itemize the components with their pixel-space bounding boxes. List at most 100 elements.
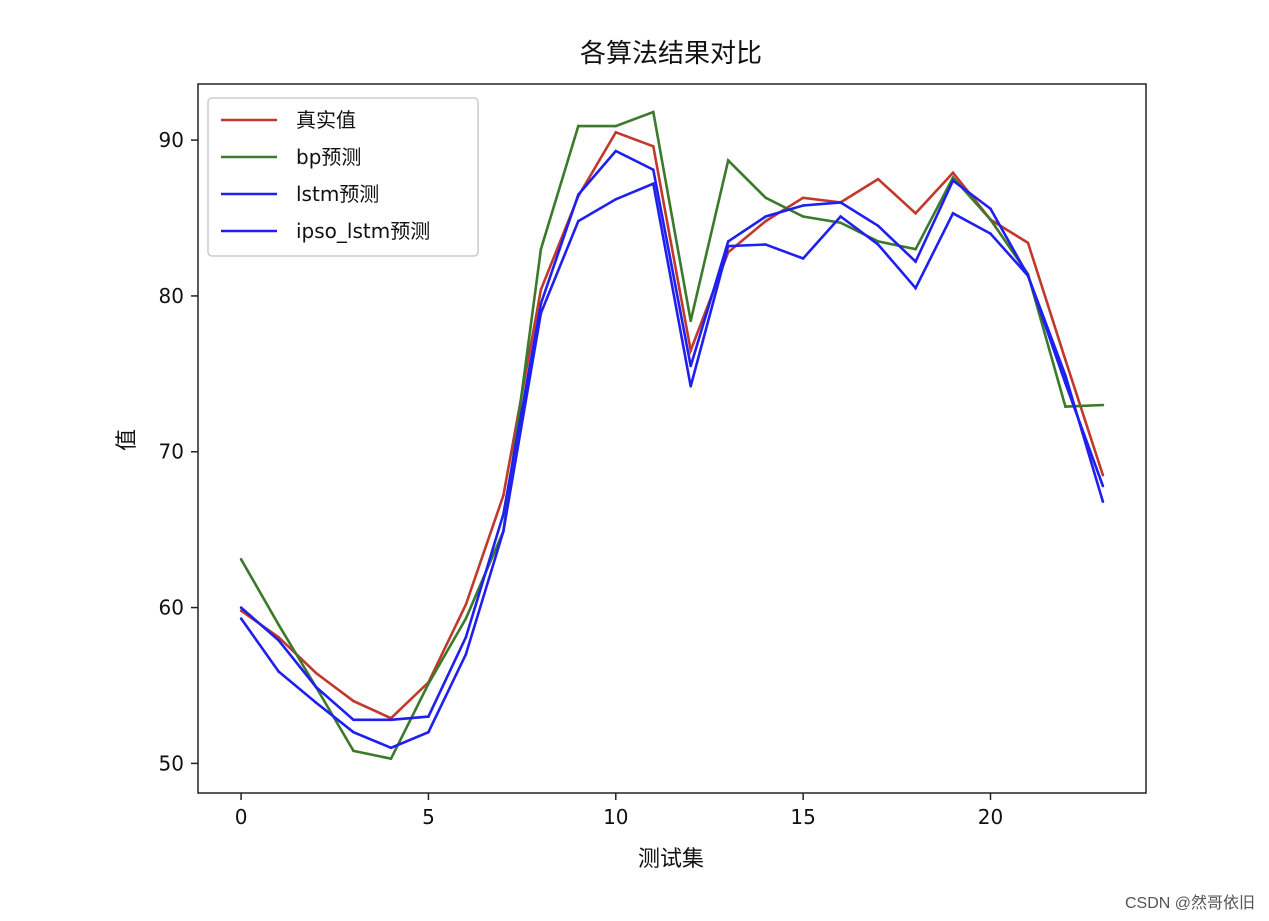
chart-title: 各算法结果对比	[580, 39, 762, 69]
data-point	[689, 319, 692, 323]
data-point	[801, 215, 805, 218]
data-point	[839, 201, 842, 204]
data-point	[914, 212, 917, 215]
data-point	[239, 609, 243, 612]
data-point	[1101, 473, 1105, 477]
data-point	[614, 149, 618, 153]
x-tick-label: 10	[603, 805, 628, 829]
data-point	[1101, 484, 1105, 488]
y-tick-label: 80	[159, 284, 184, 308]
data-point	[464, 617, 468, 620]
data-point	[1064, 374, 1067, 377]
y-axis-ticks: 50 60 70 80 90	[159, 128, 198, 775]
data-point	[614, 198, 618, 201]
data-point	[764, 243, 767, 246]
watermark: CSDN @然哥依旧	[1124, 895, 1255, 912]
data-point	[502, 512, 505, 516]
data-point	[427, 730, 430, 734]
data-point	[1026, 241, 1030, 245]
data-point	[464, 603, 468, 606]
x-axis-label: 测试集	[638, 847, 704, 872]
data-point	[352, 730, 355, 734]
legend-label: 真实值	[296, 108, 356, 132]
data-point	[464, 653, 468, 656]
data-point	[914, 260, 917, 263]
data-point	[951, 179, 955, 182]
x-tick-label: 5	[422, 805, 435, 829]
series-line-3	[240, 149, 1105, 722]
data-point	[577, 193, 580, 196]
x-axis-ticks: 0 5 10 15 20	[235, 793, 1003, 829]
data-point	[1064, 358, 1067, 362]
series-line-0	[240, 130, 1105, 720]
data-point	[539, 302, 543, 306]
series-lines	[239, 110, 1105, 761]
data-point	[389, 757, 393, 760]
legend-box	[207, 97, 479, 257]
series-line-2	[240, 181, 1105, 750]
data-point	[314, 671, 318, 675]
data-point	[277, 623, 280, 626]
data-point	[1064, 405, 1067, 408]
data-point	[539, 247, 543, 251]
data-point	[989, 232, 992, 235]
data-point	[277, 639, 280, 642]
y-tick-label: 90	[159, 128, 184, 152]
data-point	[801, 196, 805, 200]
data-point	[914, 286, 917, 290]
y-tick-label: 50	[159, 751, 184, 775]
data-point	[502, 494, 505, 497]
data-point	[951, 212, 955, 215]
data-point	[389, 746, 393, 750]
data-point	[614, 131, 618, 134]
data-point	[801, 257, 805, 260]
data-point	[764, 219, 767, 223]
data-point	[577, 219, 580, 223]
legend-label: lstm预测	[296, 182, 379, 206]
data-point	[277, 670, 280, 673]
data-point	[689, 364, 692, 368]
x-tick-label: 15	[790, 805, 815, 829]
data-point	[652, 145, 655, 148]
data-point	[539, 288, 543, 292]
legend: 真实值 bp预测 lstm预测 ipso_lstm预测	[207, 97, 479, 257]
data-point	[1026, 274, 1030, 278]
data-point	[239, 606, 243, 609]
data-point	[352, 718, 355, 722]
data-point	[876, 177, 880, 181]
data-point	[689, 385, 692, 388]
data-point	[277, 635, 280, 639]
data-point	[389, 718, 393, 722]
data-point	[726, 240, 730, 243]
data-point	[239, 617, 243, 620]
data-point	[689, 349, 692, 352]
data-point	[1101, 500, 1105, 503]
data-point	[951, 171, 955, 175]
data-point	[614, 124, 618, 128]
data-point	[314, 685, 318, 689]
data-point	[352, 699, 355, 703]
data-point	[764, 196, 767, 200]
data-point	[876, 240, 880, 243]
x-tick-label: 0	[235, 805, 248, 829]
data-point	[652, 110, 655, 114]
data-point	[652, 168, 655, 171]
data-point	[914, 247, 917, 251]
data-point	[764, 215, 767, 218]
data-point	[239, 558, 243, 561]
data-point	[427, 682, 430, 686]
data-point	[876, 243, 880, 246]
y-tick-label: 60	[159, 596, 184, 620]
data-point	[876, 224, 880, 228]
data-point	[1101, 403, 1105, 407]
data-point	[427, 715, 430, 718]
data-point	[314, 701, 318, 704]
data-point	[502, 529, 505, 533]
x-tick-label: 20	[978, 805, 1003, 829]
plot-frame	[197, 83, 1147, 794]
data-point	[577, 124, 580, 128]
data-point	[951, 176, 955, 179]
data-point	[989, 218, 992, 221]
data-point	[801, 204, 805, 207]
